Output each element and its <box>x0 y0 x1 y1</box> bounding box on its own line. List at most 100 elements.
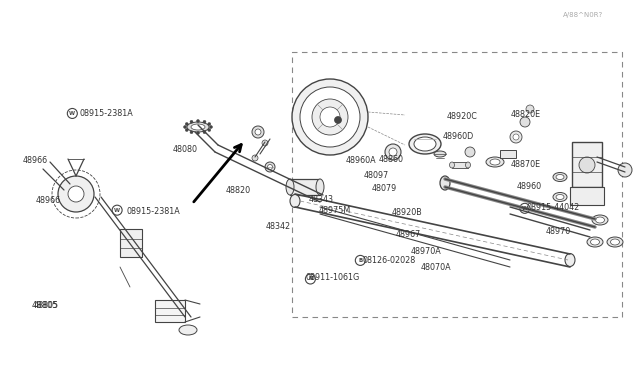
Ellipse shape <box>607 237 623 247</box>
Bar <box>292 52 622 317</box>
Bar <box>290 179 320 195</box>
Circle shape <box>252 126 264 138</box>
Circle shape <box>465 147 475 157</box>
Ellipse shape <box>591 239 600 245</box>
Ellipse shape <box>553 173 567 182</box>
Ellipse shape <box>611 239 620 245</box>
Circle shape <box>203 120 206 123</box>
Circle shape <box>320 107 340 127</box>
Circle shape <box>520 117 530 127</box>
Circle shape <box>268 164 273 170</box>
Ellipse shape <box>553 192 567 202</box>
Ellipse shape <box>556 195 564 199</box>
Text: 48080: 48080 <box>173 145 198 154</box>
Circle shape <box>579 157 595 173</box>
Circle shape <box>265 162 275 172</box>
Text: 48920B: 48920B <box>392 208 422 217</box>
Bar <box>452 162 468 168</box>
Circle shape <box>208 128 211 131</box>
Circle shape <box>67 109 77 118</box>
Text: 48960: 48960 <box>517 182 542 191</box>
Text: 48820: 48820 <box>225 186 250 195</box>
Text: 48079: 48079 <box>371 185 396 193</box>
Ellipse shape <box>179 325 197 335</box>
Text: N: N <box>308 276 313 282</box>
Circle shape <box>262 140 268 146</box>
Text: 48860: 48860 <box>379 155 404 164</box>
Circle shape <box>618 163 632 177</box>
Text: 48960D: 48960D <box>443 132 474 141</box>
Circle shape <box>526 105 534 113</box>
Text: 48097: 48097 <box>364 171 388 180</box>
Circle shape <box>355 256 365 265</box>
Text: 48070A: 48070A <box>421 263 452 272</box>
Circle shape <box>300 87 360 147</box>
Text: 08915-2381A: 08915-2381A <box>126 207 180 216</box>
Text: 48342: 48342 <box>266 222 291 231</box>
Circle shape <box>203 131 206 134</box>
Ellipse shape <box>414 137 436 151</box>
Circle shape <box>190 131 193 134</box>
Circle shape <box>389 148 397 156</box>
Circle shape <box>196 119 200 122</box>
Circle shape <box>209 125 212 128</box>
Circle shape <box>513 134 519 140</box>
Ellipse shape <box>490 159 500 165</box>
Ellipse shape <box>434 151 446 157</box>
Text: 08126-02028: 08126-02028 <box>362 256 415 265</box>
Ellipse shape <box>592 215 608 225</box>
Text: 48970A: 48970A <box>411 247 442 256</box>
Ellipse shape <box>465 162 470 168</box>
Circle shape <box>190 120 193 123</box>
Circle shape <box>112 205 122 215</box>
Circle shape <box>305 274 316 284</box>
Text: W: W <box>114 208 120 213</box>
Circle shape <box>185 128 188 131</box>
Text: 48966: 48966 <box>23 156 48 165</box>
Circle shape <box>335 116 342 124</box>
Ellipse shape <box>286 179 294 195</box>
Ellipse shape <box>565 253 575 266</box>
Circle shape <box>185 122 188 125</box>
Circle shape <box>58 176 94 212</box>
Ellipse shape <box>587 237 603 247</box>
Text: W: W <box>69 111 76 116</box>
Ellipse shape <box>556 174 564 180</box>
Text: A/88^N0R?: A/88^N0R? <box>563 12 604 18</box>
Ellipse shape <box>191 124 205 130</box>
Bar <box>572 142 602 187</box>
Circle shape <box>510 131 522 143</box>
Circle shape <box>255 129 261 135</box>
Circle shape <box>312 99 348 135</box>
Bar <box>120 229 142 257</box>
Text: 48820E: 48820E <box>511 110 541 119</box>
Ellipse shape <box>409 134 441 154</box>
Bar <box>155 300 185 322</box>
Ellipse shape <box>187 122 209 132</box>
Circle shape <box>520 203 530 213</box>
Text: 08915-44042: 08915-44042 <box>526 203 579 212</box>
Text: 48870E: 48870E <box>511 160 541 169</box>
Text: B: B <box>358 258 362 263</box>
Circle shape <box>385 144 401 160</box>
Ellipse shape <box>440 176 450 190</box>
Text: 48805: 48805 <box>34 301 59 310</box>
Text: 48343: 48343 <box>309 195 334 203</box>
Text: 48966: 48966 <box>35 196 60 205</box>
Text: 48960A: 48960A <box>346 156 376 165</box>
Circle shape <box>196 131 200 135</box>
Ellipse shape <box>486 157 504 167</box>
Text: 48970: 48970 <box>545 227 570 236</box>
Text: 48975M: 48975M <box>319 206 351 215</box>
Text: W: W <box>522 206 528 211</box>
Text: 48805: 48805 <box>32 301 58 310</box>
Ellipse shape <box>449 162 454 168</box>
Bar <box>570 187 604 205</box>
Circle shape <box>184 125 186 128</box>
Ellipse shape <box>316 179 324 195</box>
Ellipse shape <box>290 195 300 208</box>
Text: 08915-2381A: 08915-2381A <box>79 109 133 118</box>
Circle shape <box>68 186 84 202</box>
Text: 08911-1061G: 08911-1061G <box>305 273 360 282</box>
Text: 48967: 48967 <box>396 230 420 239</box>
